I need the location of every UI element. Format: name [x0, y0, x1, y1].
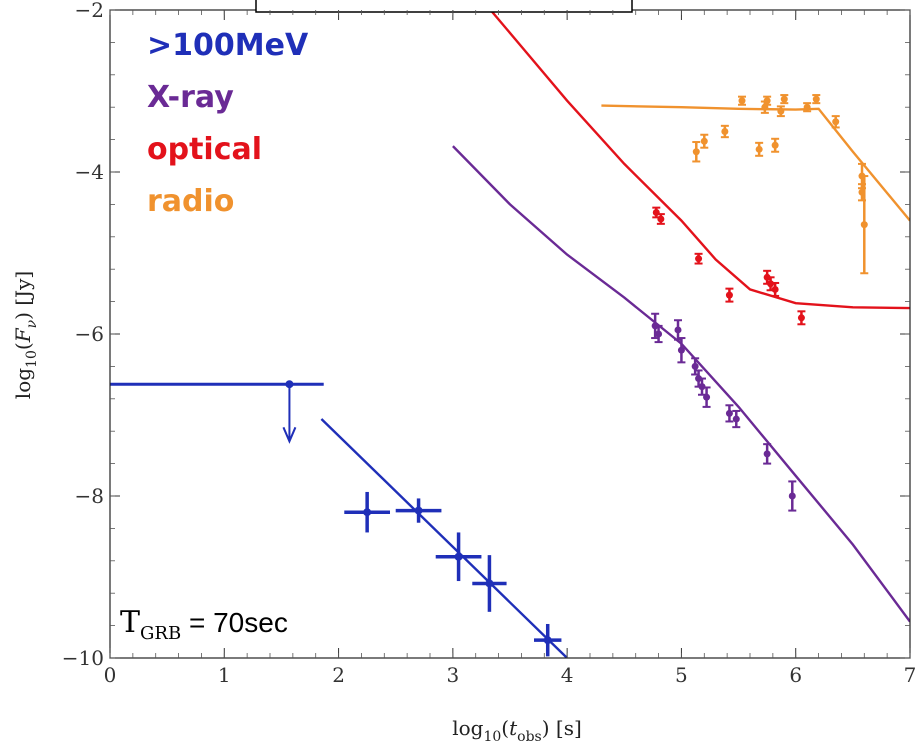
x-tick-label: 2: [332, 663, 345, 687]
data-point-radio: [738, 95, 746, 106]
legend-entry: optical: [147, 132, 262, 167]
data-point-radio: [803, 102, 812, 113]
data-points: [110, 94, 869, 657]
marker: [655, 330, 663, 338]
marker: [832, 118, 840, 126]
y-axis-label: log10(Fν) [Jy]: [11, 271, 40, 399]
legend-entry: >100MeV: [147, 28, 309, 63]
data-point-optical: [797, 310, 806, 326]
marker: [788, 492, 796, 500]
data-point-100mev: [344, 491, 390, 533]
data-point-radio: [755, 141, 764, 157]
data-point-xray: [677, 337, 686, 364]
marker: [738, 97, 746, 105]
marker: [780, 95, 788, 103]
marker: [803, 103, 811, 111]
x-tick-label: 1: [218, 663, 231, 687]
y-tick-label: −8: [75, 484, 104, 508]
data-point-xray: [732, 409, 741, 429]
marker: [725, 291, 733, 299]
marker: [771, 285, 779, 293]
marker: [692, 148, 700, 156]
y-tick-label: −6: [75, 322, 104, 346]
x-tick-label: 6: [789, 663, 802, 687]
data-point-radio: [776, 105, 785, 118]
model-curves: [320, 10, 910, 658]
marker: [812, 95, 820, 103]
upper-limit-arrow-head: [282, 426, 297, 444]
data-point-optical: [694, 252, 703, 265]
marker: [755, 145, 763, 153]
marker: [797, 314, 805, 322]
marker: [543, 636, 552, 645]
data-point-xray: [654, 324, 663, 344]
marker: [721, 128, 729, 135]
data-point-radio: [720, 124, 729, 139]
data-point-xray: [725, 404, 734, 423]
marker: [777, 107, 785, 115]
marker: [674, 326, 682, 334]
model-curve-radio: [601, 104, 910, 222]
data-point-optical: [656, 213, 665, 225]
legend: >100MeV X-ray optical radio: [147, 28, 309, 219]
marker: [363, 508, 372, 517]
data-point-optical: [725, 287, 734, 303]
model-curve-100mev: [320, 418, 568, 658]
data-point-radio: [763, 95, 772, 106]
marker: [677, 346, 685, 354]
marker: [725, 409, 733, 417]
legend-entry: radio: [147, 184, 234, 219]
data-point-xray: [674, 319, 682, 341]
model-curve-optical: [488, 10, 910, 310]
marker: [657, 215, 665, 223]
data-point-radio: [771, 137, 780, 153]
data-point-optical: [652, 206, 661, 219]
x-tick-label: 7: [904, 663, 917, 687]
data-point-100mev: [534, 623, 562, 657]
data-point-100mev: [472, 555, 507, 612]
axis-ticks: 0 1 2 3 4 5 6 7 −10 −8 −6 −4 −2: [62, 0, 917, 687]
data-point-radio: [692, 141, 701, 163]
data-point-xray: [763, 443, 772, 465]
marker: [414, 506, 423, 515]
tgrb-annotation: TGRB = 70sec: [120, 605, 288, 644]
x-tick-label: 3: [446, 663, 459, 687]
marker: [763, 97, 771, 105]
x-axis-label: log10(tobs) [s]: [452, 716, 582, 744]
y-tick-label: −10: [62, 646, 104, 670]
data-point-radio: [780, 94, 789, 105]
x-tick-label: 0: [104, 663, 117, 687]
marker: [732, 415, 740, 423]
marker: [485, 579, 494, 588]
data-point-radio: [860, 175, 869, 275]
data-point-optical: [771, 281, 780, 297]
marker: [771, 141, 779, 149]
data-point-xray: [691, 357, 700, 376]
tgrb-annotation-text: TGRB = 70sec: [120, 605, 288, 644]
legend-entry: X-ray: [147, 80, 234, 115]
marker: [695, 255, 703, 263]
data-point-xray: [788, 480, 797, 512]
marker: [700, 137, 708, 145]
marker: [703, 393, 711, 401]
data-point-100mev: [435, 532, 482, 582]
data-point-radio: [700, 133, 709, 149]
x-tick-label: 4: [561, 663, 574, 687]
y-tick-label: −2: [75, 0, 104, 22]
marker: [763, 450, 771, 458]
marker: [691, 362, 699, 370]
marker: [860, 221, 868, 229]
y-tick-label: −4: [75, 160, 104, 184]
marker: [454, 552, 463, 561]
title-box: [255, 0, 633, 13]
model-curve-xray: [452, 145, 910, 623]
x-tick-label: 5: [675, 663, 688, 687]
data-point-100mev: [395, 498, 442, 523]
data-point-radio: [831, 115, 840, 129]
data-point-xray: [702, 386, 711, 408]
data-point-radio: [812, 94, 821, 105]
